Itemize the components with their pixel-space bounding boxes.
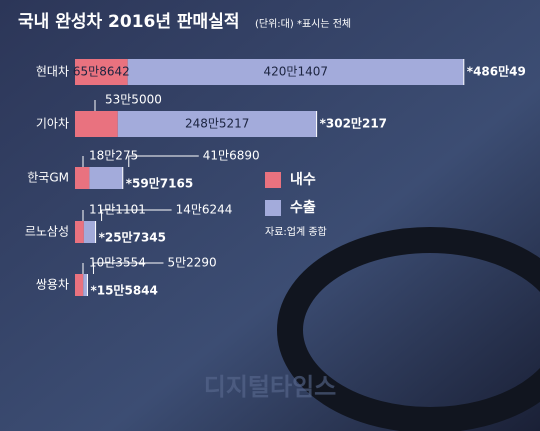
value-label: 420만1407 xyxy=(264,65,328,79)
bar-segment xyxy=(127,59,464,85)
value-label: 65만8642 xyxy=(73,65,130,79)
legend-label: 수출 xyxy=(290,199,316,216)
total-label: *59만7165 xyxy=(126,176,193,191)
source: 자료:업계 종합 xyxy=(265,225,327,238)
bar-segment xyxy=(117,111,317,137)
category-label: 한국GM xyxy=(27,171,69,185)
legend-swatch xyxy=(265,200,281,216)
category-label: 기아차 xyxy=(36,117,69,131)
bar-segment xyxy=(75,59,128,85)
value-label: 14만6244 xyxy=(176,203,233,217)
value-label: 18만275 xyxy=(89,149,138,163)
bar-segment xyxy=(75,167,90,189)
bar-segment xyxy=(75,111,118,137)
bar-segment xyxy=(83,274,88,296)
bar-segment xyxy=(75,221,84,243)
legend-swatch xyxy=(265,172,281,188)
steering-wheel xyxy=(277,227,540,431)
total-label: *25만7345 xyxy=(99,230,166,245)
value-label: 5만2290 xyxy=(167,256,216,270)
category-label: 르노삼성 xyxy=(25,225,69,239)
category-label: 쌍용차 xyxy=(36,278,69,292)
bar-segment xyxy=(75,274,84,296)
leader-line xyxy=(128,155,199,167)
legend-label: 내수 xyxy=(290,172,316,188)
leader-line xyxy=(92,262,164,274)
bar-segment xyxy=(83,221,96,243)
value-label: 53만5000 xyxy=(105,93,162,107)
total-label: *302만217 xyxy=(320,116,387,131)
value-label: 248만5217 xyxy=(185,117,249,131)
category-label: 현대차 xyxy=(36,65,69,79)
watermark: 디지털타임스 xyxy=(204,373,336,401)
leader-line xyxy=(101,209,172,221)
bar-segment xyxy=(89,167,123,189)
chart-title: 국내 완성차 2016년 판매실적 xyxy=(18,12,239,32)
chart-subtitle: (단위:대) *표시는 전체 xyxy=(255,17,351,30)
total-label: *15만5844 xyxy=(90,283,157,298)
value-label: 41만6890 xyxy=(203,149,260,163)
total-label: *486만49 xyxy=(467,64,526,79)
